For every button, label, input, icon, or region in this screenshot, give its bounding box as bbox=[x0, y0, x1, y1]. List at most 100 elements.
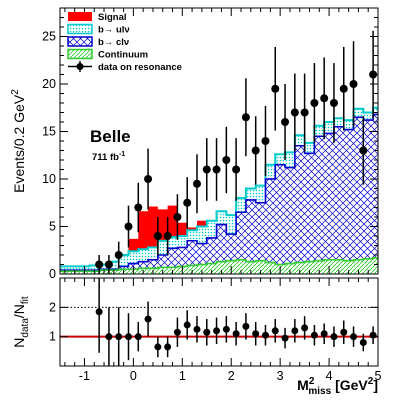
data-point bbox=[192, 154, 201, 214]
main-y-tick-label: 15 bbox=[42, 125, 56, 139]
x-tick-label: 5 bbox=[375, 369, 382, 383]
ratio-point bbox=[340, 320, 348, 344]
ratio-point bbox=[369, 326, 377, 344]
data-point bbox=[134, 182, 143, 233]
continuum-outline bbox=[60, 257, 378, 272]
data-point bbox=[114, 241, 123, 269]
x-axis-title: M2 miss [GeV2] bbox=[297, 376, 378, 397]
ratio-point bbox=[291, 319, 299, 343]
data-point bbox=[212, 138, 221, 201]
legend-label: Continuum bbox=[98, 50, 148, 61]
ratio-y-axis-title: Ndata/Nfit bbox=[11, 296, 31, 348]
ratio-point bbox=[183, 310, 191, 340]
data-point bbox=[183, 177, 192, 229]
ratio-y-tick-label: 1 bbox=[49, 330, 56, 344]
data-point bbox=[95, 255, 104, 274]
data-point bbox=[281, 84, 290, 160]
ratio-axes: 1 2 -1 0 1 2 3 4 5 bbox=[49, 278, 382, 383]
ratio-point bbox=[330, 326, 338, 347]
experiment-label: Belle bbox=[90, 127, 131, 146]
legend-label: b→ ulν bbox=[98, 25, 130, 36]
data-point bbox=[232, 138, 241, 201]
ratio-plot-area bbox=[60, 278, 378, 366]
luminosity-label: 711 fb-1 bbox=[92, 151, 125, 163]
main-y-tick-label: 10 bbox=[42, 172, 56, 186]
main-y-tick-label: 20 bbox=[42, 77, 56, 91]
data-point bbox=[202, 138, 211, 201]
x-tick-label: 2 bbox=[228, 369, 235, 383]
ratio-panel: 1 2 -1 0 1 2 3 4 5 bbox=[49, 277, 382, 383]
ratio-point bbox=[252, 322, 260, 346]
ratio-y-tick-label: 2 bbox=[49, 300, 56, 314]
b-to-clnu-outline bbox=[60, 113, 378, 271]
legend-item: Continuum bbox=[67, 48, 148, 61]
ratio-point bbox=[232, 322, 240, 346]
legend-swatch-continuum bbox=[67, 48, 93, 60]
main-axes: 0 5 10 15 20 25 bbox=[42, 7, 379, 281]
legend-label: data on resonance bbox=[98, 62, 182, 73]
legend-item: b→ ulν bbox=[67, 23, 130, 36]
legend-label: b→ clν bbox=[98, 37, 129, 48]
data-point bbox=[310, 63, 319, 143]
data-point bbox=[261, 105, 270, 177]
ratio-point bbox=[281, 327, 289, 349]
data-point bbox=[241, 78, 250, 157]
ratio-point bbox=[242, 313, 250, 340]
data-point bbox=[290, 73, 299, 152]
ratio-point bbox=[115, 307, 123, 366]
main-panel: 0 5 10 15 20 25 bbox=[42, 7, 379, 281]
ratio-point bbox=[310, 324, 318, 346]
ratio-point bbox=[222, 316, 230, 343]
ratio-point bbox=[124, 313, 132, 361]
data-point bbox=[163, 217, 172, 255]
x-tick-label: 4 bbox=[326, 369, 333, 383]
ratio-point bbox=[271, 319, 279, 343]
b-to-clnu-histogram bbox=[60, 114, 378, 274]
legend-item: b→ clν bbox=[67, 36, 129, 48]
main-y-tick-label: 5 bbox=[49, 220, 56, 234]
x-tick-label: 3 bbox=[277, 369, 284, 383]
ratio-point bbox=[105, 307, 113, 366]
continuum-histogram bbox=[60, 257, 378, 274]
ratio-point bbox=[134, 322, 142, 352]
legend-swatch-signal bbox=[68, 12, 92, 21]
main-y-axis-title: Events/0.2 GeV2 bbox=[10, 89, 27, 193]
data-point bbox=[124, 205, 133, 248]
main-y-tick-label: 25 bbox=[42, 30, 56, 44]
data-point bbox=[173, 194, 182, 240]
ratio-point bbox=[193, 316, 201, 343]
legend-label: Signal bbox=[98, 12, 127, 23]
data-point bbox=[349, 41, 358, 127]
ratio-point bbox=[359, 333, 367, 352]
data-point bbox=[329, 63, 338, 143]
data-point bbox=[320, 57, 329, 140]
ratio-point bbox=[154, 336, 162, 358]
ratio-point bbox=[320, 323, 328, 344]
data-point bbox=[359, 116, 368, 185]
x-tick-label: -1 bbox=[79, 369, 90, 383]
data-point bbox=[144, 148, 153, 210]
legend-swatch-b-to-ulnu bbox=[67, 23, 93, 35]
data-point bbox=[104, 255, 113, 274]
ratio-point bbox=[301, 316, 309, 340]
x-tick-label: 1 bbox=[179, 369, 186, 383]
ratio-panel-frame bbox=[59, 277, 379, 367]
main-y-tick-label: 0 bbox=[49, 267, 56, 281]
ratio-point bbox=[350, 326, 358, 347]
ratio-point bbox=[164, 336, 172, 358]
data-point bbox=[222, 126, 231, 194]
legend-item: data on resonance bbox=[68, 61, 182, 73]
ratio-point bbox=[95, 278, 103, 353]
legend-swatch-data-marker bbox=[76, 63, 84, 70]
data-point bbox=[300, 73, 309, 152]
data-point bbox=[251, 116, 260, 185]
data-point bbox=[271, 46, 280, 131]
ratio-point bbox=[144, 301, 152, 337]
ratio-point bbox=[203, 319, 211, 346]
data-point bbox=[339, 46, 348, 131]
ratio-point bbox=[213, 317, 221, 344]
main-plot-area bbox=[60, 30, 378, 274]
ratio-point bbox=[173, 317, 181, 347]
